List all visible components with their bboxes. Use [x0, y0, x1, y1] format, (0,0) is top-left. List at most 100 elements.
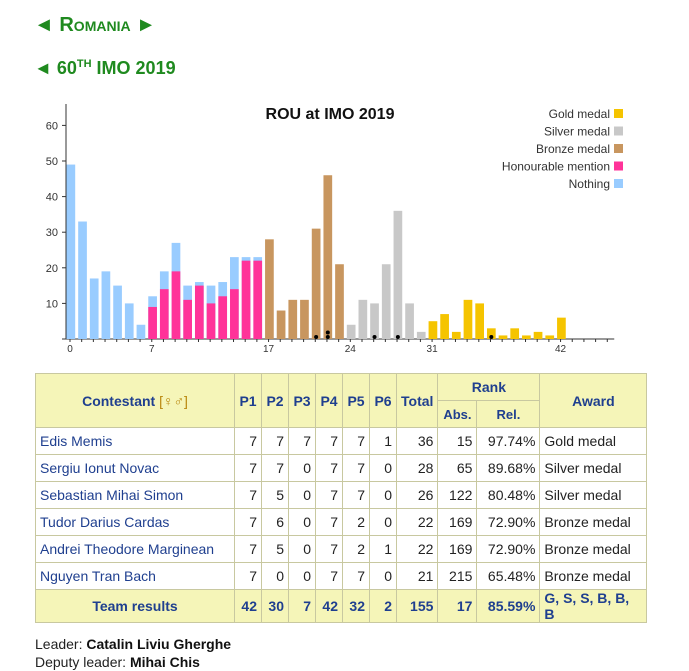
problem-score: 7 [234, 562, 262, 590]
p6-header[interactable]: P6 [369, 373, 397, 428]
country-nav: ◄ Romania ► [34, 14, 156, 37]
bar [276, 310, 286, 339]
y-tick-label: 40 [46, 192, 58, 204]
bar [475, 303, 484, 339]
prev-arrow-icon[interactable]: ◄ [34, 14, 54, 36]
contestant-name[interactable]: Nguyen Tran Bach [35, 562, 235, 590]
legend-label: Bronze medal [536, 142, 610, 156]
total-header[interactable]: Total [395, 373, 439, 428]
team-problem-score: 32 [342, 589, 370, 623]
problem-score: 0 [369, 562, 397, 590]
p2-header[interactable]: P2 [261, 373, 289, 428]
award: Gold medal [539, 427, 648, 455]
results-table: Contestant [♀♂] P1 P2 P3 P4 P5 P6 Total … [35, 373, 648, 623]
bar [323, 175, 333, 339]
rank-header: Rank [437, 373, 541, 401]
problem-score: 7 [315, 454, 343, 482]
rel-rank: 65.48% [476, 562, 541, 590]
abs-rank-header[interactable]: Abs. [437, 400, 478, 428]
problem-score: 7 [342, 562, 370, 590]
bar [533, 331, 543, 339]
problem-score: 7 [261, 427, 289, 455]
hm-bar [194, 285, 204, 339]
problem-score: 7 [342, 481, 370, 509]
award: Silver medal [539, 481, 648, 509]
bar [311, 228, 321, 339]
bar [78, 221, 87, 339]
bar [335, 264, 344, 339]
team-problem-score: 42 [315, 589, 343, 623]
contestant-name[interactable]: Sergiu Ionut Novac [35, 454, 235, 482]
abs-rank: 65 [437, 454, 478, 482]
award: Bronze medal [539, 535, 648, 563]
problem-score: 1 [369, 535, 397, 563]
legend-label: Honourable mention [502, 160, 610, 174]
abs-rank: 15 [437, 427, 478, 455]
team-problem-score: 30 [261, 589, 289, 623]
contestant-name[interactable]: Sebastian Mihai Simon [35, 481, 235, 509]
x-tick-label: 42 [555, 344, 567, 354]
y-tick-label: 30 [46, 227, 58, 239]
p3-header[interactable]: P3 [288, 373, 316, 428]
legend-label: Silver medal [544, 125, 610, 139]
team-rel-rank: 85.59% [476, 589, 541, 623]
hm-bar [171, 271, 181, 339]
contestant-name[interactable]: Edis Memis [35, 427, 235, 455]
x-tick-label: 24 [345, 344, 357, 354]
hm-bar [206, 303, 216, 339]
table-row: Edis Memis 7 7 7 7 7 1 36 15 97.74% Gold medal [35, 427, 648, 455]
bar [288, 299, 298, 339]
bar [393, 210, 403, 339]
olympiad-link[interactable]: 60TH IMO 2019 [56, 58, 176, 78]
country-link[interactable]: Romania [59, 14, 131, 36]
team-marker [372, 335, 377, 339]
chart-legend: Gold medal Silver medal Bronze medal Honour… [502, 107, 623, 191]
team-abs-rank: 17 [437, 589, 478, 623]
leader-name: Catalin Liviu Gherghe [86, 636, 232, 652]
contestant-name[interactable]: Andrei Theodore Marginean [35, 535, 235, 563]
award: Bronze medal [539, 508, 648, 536]
bar [370, 303, 379, 339]
legend-swatch [614, 161, 623, 171]
problem-score: 2 [342, 535, 370, 563]
problem-score: 0 [369, 481, 397, 509]
rel-rank: 80.48% [476, 481, 541, 509]
bar [136, 324, 146, 339]
rel-rank-header[interactable]: Rel. [476, 400, 541, 428]
p5-header[interactable]: P5 [342, 373, 370, 428]
problem-score: 0 [288, 454, 316, 482]
legend-swatch [614, 144, 623, 153]
problem-score: 7 [234, 535, 262, 563]
problem-score: 7 [234, 508, 262, 536]
problem-score: 7 [261, 454, 289, 482]
p1-header[interactable]: P1 [234, 373, 262, 428]
gender-toggle[interactable]: [♀♂] [159, 392, 188, 409]
y-tick-label: 60 [46, 120, 58, 132]
bar [89, 278, 99, 339]
contestant-name[interactable]: Tudor Darius Cardas [35, 508, 235, 536]
next-arrow-icon[interactable]: ► [136, 14, 156, 36]
p4-header[interactable]: P4 [315, 373, 343, 428]
total-score: 22 [395, 535, 439, 563]
chart-title: ROU at IMO 2019 [266, 106, 395, 123]
problem-score: 5 [261, 481, 289, 509]
team-markers [314, 330, 494, 339]
legend-label: Gold medal [549, 107, 610, 121]
award-header[interactable]: Award [539, 373, 648, 428]
problem-score: 2 [342, 508, 370, 536]
y-tick-label: 50 [46, 156, 58, 168]
deputy-name: Mihai Chis [129, 654, 200, 670]
problem-score: 0 [369, 508, 397, 536]
team-leaders: Leader: Catalin Liviu Gherghe Deputy lea… [35, 635, 231, 671]
table-row: Sebastian Mihai Simon 7 5 0 7 7 0 26 122 80.48% Si… [35, 481, 648, 509]
prev-olympiad-arrow-icon[interactable]: ◄ [34, 58, 52, 78]
x-axis: 0 7 17 24 31 42 [62, 338, 615, 354]
abs-rank: 122 [437, 481, 478, 509]
leader-line: Leader: Catalin Liviu Gherghe [35, 636, 232, 652]
bar [358, 299, 368, 339]
bar [101, 271, 111, 339]
team-problem-score: 2 [369, 589, 397, 623]
problem-score: 7 [315, 481, 343, 509]
olympiad-nav: ◄ 60TH IMO 2019 [34, 58, 176, 79]
bar [428, 321, 438, 339]
